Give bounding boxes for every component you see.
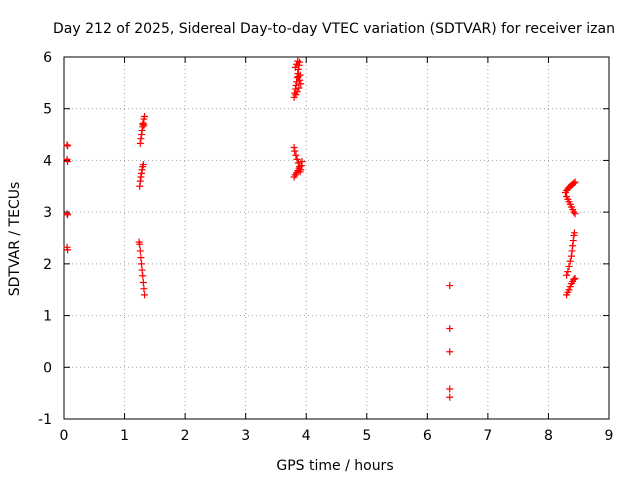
data-point bbox=[296, 71, 304, 79]
data-point bbox=[298, 157, 306, 165]
data-point bbox=[136, 177, 144, 185]
data-point bbox=[569, 237, 577, 245]
data-point bbox=[136, 247, 144, 255]
data-point bbox=[571, 210, 579, 218]
data-point bbox=[139, 278, 147, 286]
y-tick-label: 6 bbox=[43, 50, 52, 66]
data-point bbox=[63, 210, 71, 218]
data-point bbox=[64, 142, 72, 150]
data-point bbox=[294, 57, 302, 65]
data-point bbox=[296, 76, 304, 84]
data-point bbox=[570, 229, 578, 237]
x-tick-label: 6 bbox=[423, 428, 432, 444]
y-tick-labels: -1 0 1 2 3 4 5 6 bbox=[38, 50, 52, 428]
chart-title: Day 212 of 2025, Sidereal Day-to-day VTE… bbox=[53, 21, 615, 37]
x-tick-label: 5 bbox=[362, 428, 371, 444]
axis-ticks bbox=[63, 56, 610, 420]
data-point bbox=[136, 240, 144, 248]
data-point bbox=[297, 80, 305, 88]
data-point bbox=[569, 242, 577, 250]
data-point bbox=[138, 169, 146, 177]
data-point bbox=[446, 393, 454, 401]
y-tick-label: 5 bbox=[43, 102, 52, 118]
x-tick-label: 7 bbox=[483, 428, 492, 444]
data-point bbox=[566, 283, 574, 291]
data-point bbox=[446, 385, 454, 393]
data-point bbox=[139, 272, 147, 280]
data-point bbox=[137, 135, 145, 143]
data-point bbox=[564, 268, 572, 276]
data-point bbox=[446, 282, 454, 290]
data-point bbox=[137, 254, 145, 262]
data-point bbox=[138, 260, 146, 268]
data-point bbox=[293, 60, 301, 68]
data-point bbox=[291, 147, 299, 155]
data-point bbox=[296, 168, 304, 176]
data-point bbox=[64, 246, 72, 254]
data-point bbox=[570, 275, 578, 283]
data-point bbox=[138, 166, 146, 174]
x-tick-label: 3 bbox=[241, 428, 250, 444]
data-point bbox=[567, 252, 575, 260]
data-point bbox=[565, 262, 573, 270]
data-point bbox=[563, 271, 571, 279]
data-point bbox=[137, 173, 145, 181]
data-point bbox=[295, 164, 303, 172]
data-point bbox=[293, 78, 301, 86]
data-point bbox=[570, 208, 578, 216]
y-tick-label: 0 bbox=[43, 360, 52, 376]
grid bbox=[64, 57, 609, 419]
data-point bbox=[568, 247, 576, 255]
data-point bbox=[571, 178, 579, 186]
x-tick-label: 9 bbox=[605, 428, 614, 444]
data-point bbox=[290, 144, 298, 151]
data-point bbox=[291, 63, 299, 71]
data-point bbox=[293, 155, 301, 163]
x-tick-label: 2 bbox=[181, 428, 190, 444]
data-point bbox=[136, 139, 144, 147]
data-point bbox=[295, 84, 303, 92]
data-point bbox=[136, 182, 144, 190]
data-point bbox=[446, 325, 454, 332]
x-tick-label: 0 bbox=[60, 428, 69, 444]
data-point bbox=[139, 120, 147, 128]
x-axis-label: GPS time / hours bbox=[276, 458, 393, 474]
data-point bbox=[138, 131, 146, 139]
data-point bbox=[446, 348, 454, 356]
y-tick-label: 4 bbox=[43, 153, 52, 169]
data-point bbox=[293, 88, 301, 96]
data-point bbox=[294, 73, 302, 81]
data-point bbox=[140, 121, 148, 129]
data-point bbox=[292, 151, 300, 159]
data-point bbox=[565, 286, 573, 294]
data-point bbox=[64, 211, 72, 219]
data-point bbox=[141, 112, 149, 120]
data-point bbox=[140, 285, 148, 293]
data-point bbox=[64, 157, 72, 165]
x-tick-label: 1 bbox=[120, 428, 129, 444]
data-point bbox=[138, 266, 146, 274]
y-axis-label: SDTVAR / TECUs bbox=[7, 182, 23, 297]
data-point bbox=[63, 141, 71, 149]
data-point bbox=[566, 257, 574, 265]
y-tick-label: -1 bbox=[38, 412, 52, 428]
data-point bbox=[141, 291, 149, 299]
x-tick-label: 4 bbox=[302, 428, 311, 444]
data-points bbox=[63, 57, 579, 401]
data-point bbox=[292, 91, 300, 99]
data-point bbox=[570, 179, 578, 187]
x-tick-label: 8 bbox=[544, 428, 553, 444]
data-point bbox=[139, 161, 147, 169]
plot-frame bbox=[63, 56, 610, 420]
x-tick-labels: 0 1 2 3 4 5 6 7 8 9 bbox=[60, 428, 614, 444]
data-point bbox=[138, 126, 146, 134]
data-point bbox=[571, 274, 579, 282]
y-tick-label: 1 bbox=[43, 309, 52, 325]
y-tick-label: 2 bbox=[43, 257, 52, 273]
y-tick-label: 3 bbox=[43, 205, 52, 221]
